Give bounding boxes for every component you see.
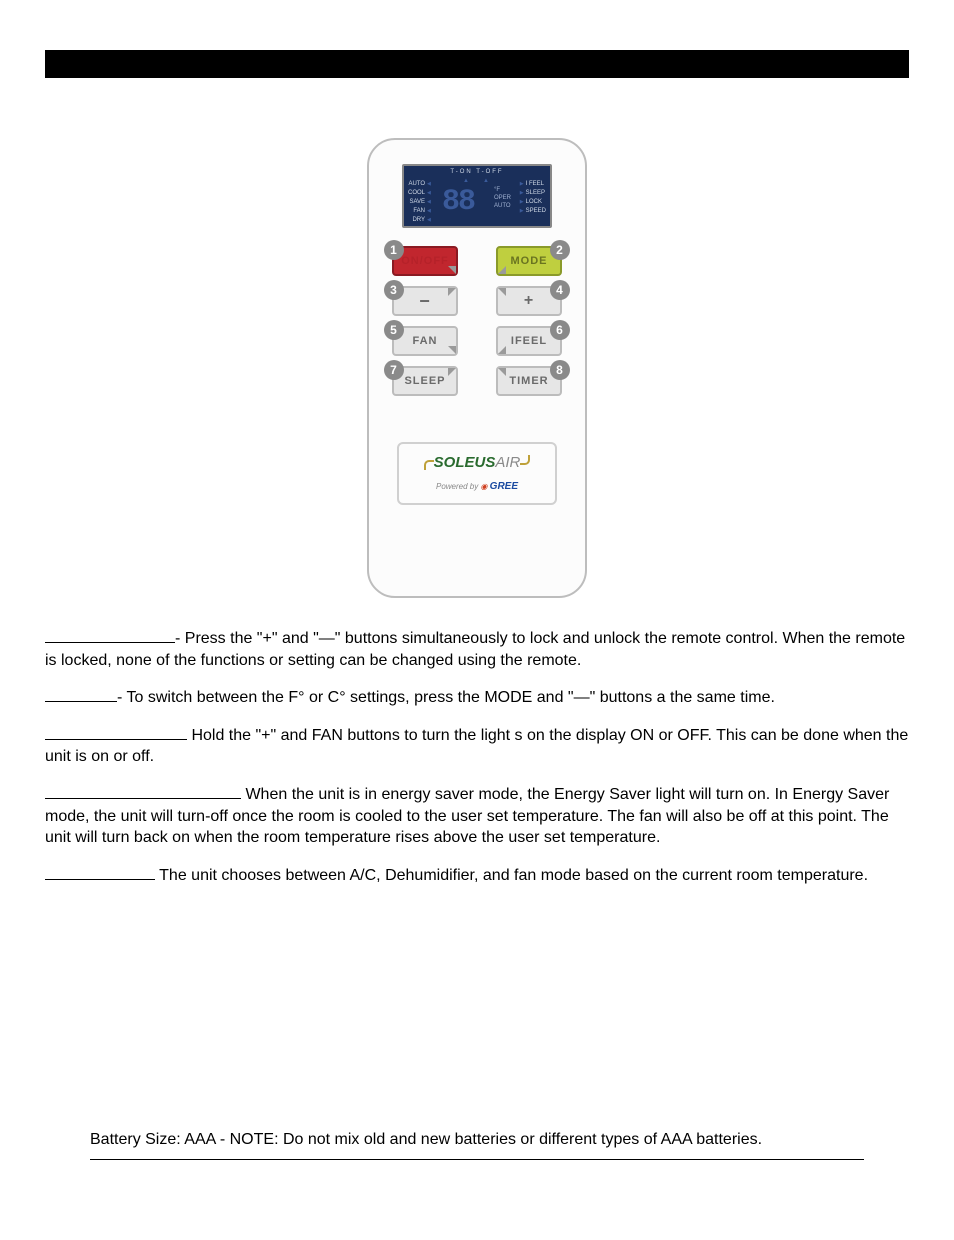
badge-4: 4	[550, 280, 570, 300]
remote-lcd: T-ON T-OFF ▲▲ AUTO COOL SAVE FAN DRY 88 …	[402, 164, 552, 228]
remote-illustration: T-ON T-OFF ▲▲ AUTO COOL SAVE FAN DRY 88 …	[45, 138, 909, 598]
para-light: Hold the "+" and FAN buttons to turn the…	[45, 725, 909, 768]
powered-by-gree: Powered by ◉ GREE	[403, 480, 551, 494]
footer-text: Battery Size: AAA - NOTE: Do not mix old…	[90, 1129, 864, 1151]
para-lock: - Press the "+" and "—" buttons simultan…	[45, 628, 909, 671]
footer: Battery Size: AAA - NOTE: Do not mix old…	[90, 1129, 864, 1160]
badge-6: 6	[550, 320, 570, 340]
badge-8: 8	[550, 360, 570, 380]
minus-button: 3 −	[392, 286, 458, 316]
badge-5: 5	[384, 320, 404, 340]
timer-button: 8 TIMER	[496, 366, 562, 396]
remote-button-grid: 1 ON/OFF 2 MODE 3 − 4 +	[392, 246, 562, 406]
para-energy: When the unit is in energy saver mode, t…	[45, 784, 909, 849]
remote-logo-box: SOLEUSAIR Powered by ◉ GREE	[397, 442, 557, 505]
badge-3: 3	[384, 280, 404, 300]
onoff-button: 1 ON/OFF	[392, 246, 458, 276]
badge-2: 2	[550, 240, 570, 260]
badge-7: 7	[384, 360, 404, 380]
lcd-right-labels: I FEEL SLEEP LOCK SPEED	[520, 180, 546, 216]
header-black-bar	[45, 50, 909, 78]
para-fc: - To switch between the F° or C° setting…	[45, 687, 909, 709]
body-text: - Press the "+" and "—" buttons simultan…	[45, 628, 909, 886]
sleep-button: 7 SLEEP	[392, 366, 458, 396]
para-auto: The unit chooses between A/C, Dehumidifi…	[45, 865, 909, 887]
lcd-digits: 88	[442, 182, 474, 223]
fan-button: 5 FAN	[392, 326, 458, 356]
soleusair-logo: SOLEUSAIR	[434, 453, 521, 473]
footer-rule	[90, 1159, 864, 1160]
plus-button: 4 +	[496, 286, 562, 316]
ifeel-button: 6 IFEEL	[496, 326, 562, 356]
lcd-left-labels: AUTO COOL SAVE FAN DRY	[408, 180, 431, 225]
lcd-sub-labels: °F OPER AUTO	[494, 186, 511, 210]
mode-button: 2 MODE	[496, 246, 562, 276]
